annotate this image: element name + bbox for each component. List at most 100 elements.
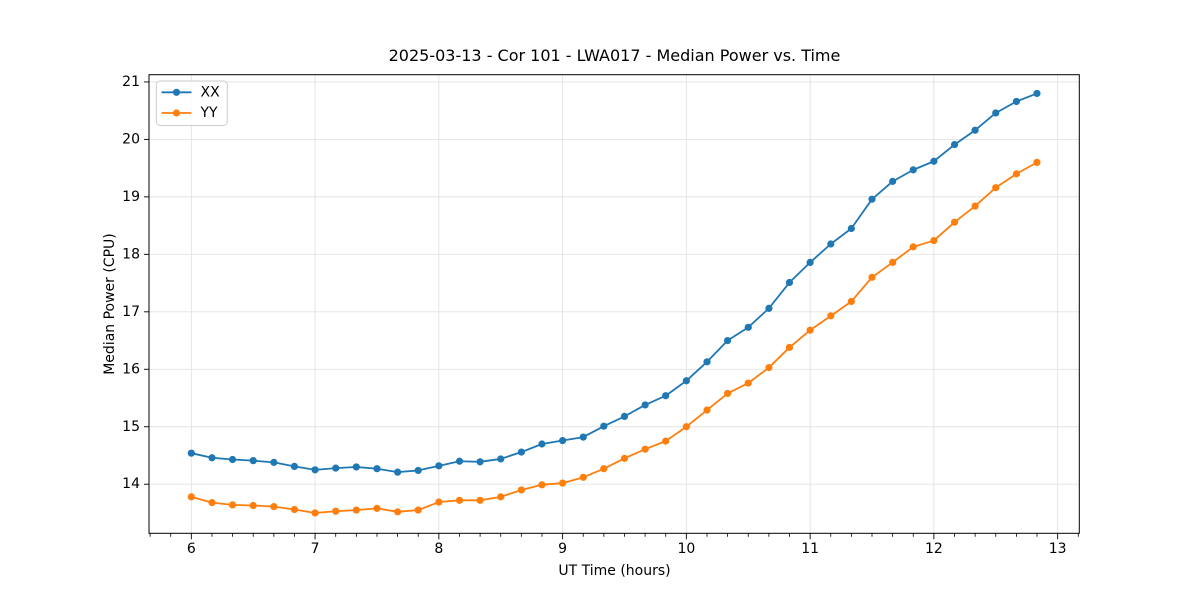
data-point — [455, 457, 464, 465]
legend-label: XX — [201, 84, 221, 100]
data-point — [992, 184, 1000, 192]
data-point — [847, 224, 855, 233]
series-line — [190, 161, 1038, 514]
y-tick-label: 19 — [122, 189, 140, 205]
data-point — [455, 496, 464, 504]
data-point — [703, 406, 711, 414]
x-tick-label: 10 — [677, 541, 695, 557]
data-point — [641, 445, 649, 453]
x-tick-label: 11 — [801, 541, 819, 557]
data-point — [1012, 170, 1021, 178]
data-point — [785, 343, 794, 352]
y-tick-label: 21 — [122, 74, 140, 90]
data-point — [744, 323, 752, 331]
data-point — [394, 508, 402, 516]
data-point — [723, 389, 732, 398]
data-point — [538, 481, 546, 489]
data-point — [228, 455, 237, 464]
x-tick-label: 9 — [558, 541, 567, 557]
data-point — [971, 126, 979, 134]
legend-entry: YY — [161, 105, 219, 121]
data-point — [373, 465, 381, 473]
data-point — [950, 140, 959, 149]
legend-entry: XX — [161, 84, 221, 100]
series-line — [190, 92, 1038, 474]
data-point — [682, 377, 690, 385]
data-point — [497, 455, 505, 463]
y-axis-label: Median Power (CPU) — [102, 233, 118, 375]
data-point — [538, 440, 546, 448]
data-point — [1033, 158, 1041, 166]
data-point — [208, 499, 216, 507]
data-point — [476, 458, 484, 466]
data-point — [435, 462, 443, 470]
data-point — [559, 479, 567, 487]
data-point — [641, 401, 649, 409]
data-point — [270, 503, 278, 511]
data-point — [579, 473, 587, 481]
data-point — [620, 412, 629, 421]
data-point — [909, 243, 917, 251]
data-point — [373, 504, 381, 512]
data-point — [930, 157, 938, 165]
data-point — [290, 505, 299, 514]
chart-title: 2025-03-13 - Cor 101 - LWA017 - Median P… — [388, 46, 841, 65]
data-point — [228, 501, 237, 509]
data-point — [723, 336, 732, 345]
data-point — [290, 462, 299, 471]
legend-label: YY — [200, 105, 219, 121]
axis-ticks — [144, 81, 1079, 540]
data-point — [270, 458, 278, 466]
data-point — [394, 468, 402, 476]
data-point — [620, 454, 629, 462]
data-point — [600, 465, 608, 473]
legend-marker — [172, 88, 181, 96]
data-point — [435, 498, 443, 506]
legend: XX YY — [155, 80, 228, 126]
data-point — [332, 507, 340, 515]
data-point — [352, 463, 360, 471]
data-point — [950, 218, 959, 226]
data-point — [311, 466, 319, 474]
data-point — [517, 486, 525, 494]
data-point — [992, 109, 1000, 117]
y-tick-label: 16 — [122, 361, 140, 377]
data-point — [765, 363, 773, 372]
data-point — [662, 392, 670, 400]
data-point — [332, 464, 340, 472]
x-tick-label: 8 — [434, 541, 443, 557]
data-point — [930, 236, 938, 245]
y-tick-label: 17 — [122, 304, 140, 320]
grid — [149, 74, 1080, 534]
x-tick-label: 13 — [1049, 541, 1067, 557]
data-point — [703, 358, 711, 366]
data-point — [414, 506, 422, 514]
data-point — [187, 493, 195, 501]
data-point — [249, 501, 257, 510]
y-tick-label: 15 — [122, 419, 140, 435]
data-point — [249, 457, 257, 465]
data-point — [785, 278, 794, 287]
data-point — [868, 195, 876, 203]
x-tick-label: 6 — [187, 541, 196, 557]
data-point — [971, 202, 979, 210]
data-point — [744, 379, 752, 387]
data-point — [765, 304, 773, 312]
data-point — [414, 466, 422, 475]
x-axis-label: UT Time (hours) — [558, 563, 671, 579]
data-point — [806, 326, 814, 334]
data-point — [352, 506, 360, 514]
data-point — [1033, 89, 1041, 98]
data-point — [497, 493, 505, 501]
data-point — [187, 449, 195, 457]
data-point — [476, 496, 484, 504]
y-tick-label: 14 — [122, 476, 140, 492]
data-point — [682, 423, 690, 431]
plot-border — [148, 74, 1080, 534]
data-point — [517, 448, 525, 456]
series-XX — [187, 89, 1041, 476]
y-tick-label: 20 — [122, 131, 140, 147]
data-point — [311, 509, 319, 517]
